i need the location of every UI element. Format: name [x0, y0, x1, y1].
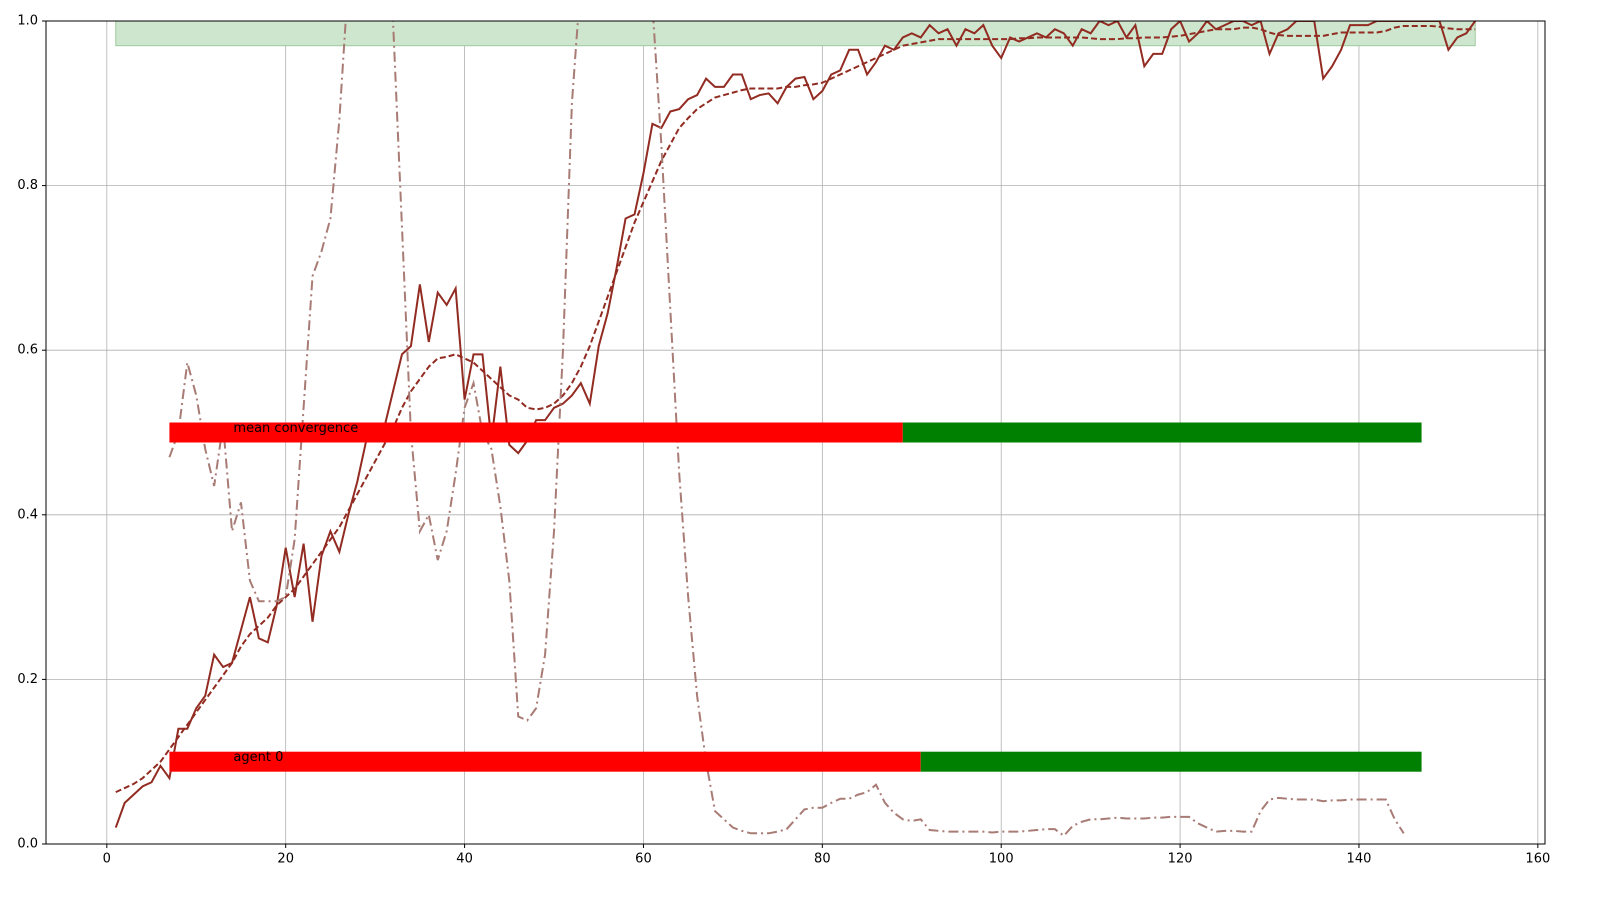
x-tick-label: 120 [1168, 852, 1193, 867]
y-tick-label: 0.2 [17, 672, 38, 687]
x-tick-label: 80 [814, 852, 831, 867]
timeline-label: mean convergence [233, 421, 358, 436]
x-tick-label: 100 [989, 852, 1014, 867]
timeline-segment [902, 422, 1422, 443]
y-tick-label: 0.0 [17, 837, 38, 852]
x-tick-label: 140 [1347, 852, 1372, 867]
y-tick-label: 1.0 [17, 14, 38, 29]
series-line [168, 21, 1405, 838]
y-tick-label: 0.4 [17, 507, 38, 522]
x-tick-label: 0 [103, 852, 111, 867]
timeline-segment [920, 751, 1422, 772]
timeline-segment [169, 422, 903, 443]
y-tick-label: 0.8 [17, 178, 38, 193]
timeline-segment [169, 751, 921, 772]
series-line [114, 21, 1477, 828]
x-tick-label: 20 [277, 852, 294, 867]
band [115, 21, 1476, 47]
plot-area: mean convergence agent 0 [114, 21, 1477, 838]
y-tick-label: 0.6 [17, 343, 38, 358]
x-tick-label: 160 [1525, 852, 1550, 867]
x-tick-label: 40 [456, 852, 473, 867]
timeline-label: agent 0 [233, 750, 283, 765]
axes-frame [45, 20, 1546, 845]
series-line [115, 24, 1476, 794]
ticks: 0 20 40 60 80 100 120 140 160 0.0 0.2 0.4 0.6 0.8 1.0 [17, 14, 1550, 867]
x-tick-label: 60 [635, 852, 652, 867]
